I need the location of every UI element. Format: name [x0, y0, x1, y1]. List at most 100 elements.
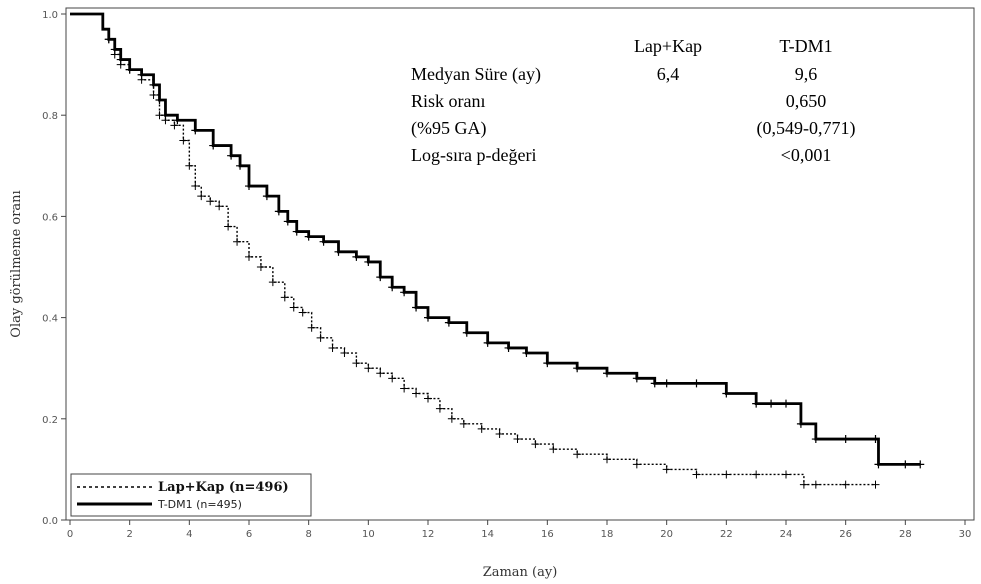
censor-mark — [352, 252, 361, 261]
stats-row-tdm1-value: 9,6 — [795, 64, 818, 84]
censor-mark — [227, 151, 236, 160]
stats-header-lapkap: Lap+Kap — [634, 36, 702, 56]
censor-mark — [125, 65, 134, 74]
censor-mark — [173, 116, 182, 125]
censor-mark — [412, 303, 421, 312]
censor-mark — [462, 328, 471, 337]
x-tick-label: 24 — [780, 529, 793, 540]
x-tick-label: 22 — [720, 529, 733, 540]
censor-mark — [155, 96, 164, 105]
censor-mark — [116, 55, 125, 64]
censor-mark — [224, 222, 233, 231]
x-tick-label: 0 — [67, 529, 73, 540]
censor-mark — [274, 207, 283, 216]
x-tick-label: 6 — [246, 529, 252, 540]
censor-mark — [543, 359, 552, 368]
legend: Lap+Kap (n=496) T-DM1 (n=495) — [70, 473, 312, 517]
censor-mark — [662, 465, 671, 474]
censor-mark — [209, 141, 218, 150]
x-tick-label: 8 — [305, 529, 311, 540]
lapkap-censor-marks — [104, 35, 880, 489]
censor-mark — [185, 161, 194, 170]
censor-mark — [871, 435, 880, 444]
censor-mark — [662, 379, 671, 388]
x-tick-label: 20 — [660, 529, 673, 540]
censor-mark — [376, 369, 385, 378]
censor-mark — [722, 389, 731, 398]
y-tick-label: 0.4 — [42, 314, 58, 325]
censor-mark — [388, 374, 397, 383]
censor-mark — [603, 369, 611, 378]
censor-mark — [179, 136, 188, 145]
censor-mark — [692, 379, 701, 388]
censor-mark — [316, 333, 325, 342]
censor-mark — [197, 192, 206, 201]
censor-mark — [901, 460, 910, 469]
censor-mark — [256, 263, 265, 271]
x-tick-label: 2 — [126, 529, 132, 540]
censor-mark — [752, 399, 761, 408]
censor-mark — [632, 374, 641, 383]
y-axis-title: Olay görülmeme oranı — [9, 190, 24, 337]
censor-mark — [603, 455, 611, 464]
censor-mark — [650, 379, 659, 388]
censor-mark — [262, 192, 271, 201]
x-tick-label: 14 — [481, 529, 494, 540]
x-tick-label: 28 — [899, 529, 912, 540]
censor-mark — [573, 450, 582, 459]
censor-mark — [245, 252, 253, 261]
censor-mark — [340, 349, 349, 358]
censor-mark — [692, 470, 701, 479]
censor-mark — [206, 197, 215, 206]
censor-mark — [307, 323, 316, 332]
censor-mark — [161, 111, 170, 120]
stats-row-tdm1-value: (0,549-0,771) — [757, 118, 856, 139]
censor-mark — [137, 70, 146, 79]
censor-mark — [483, 338, 492, 347]
censor-mark — [871, 480, 880, 489]
stats-row-label: (%95 GA) — [411, 118, 486, 139]
x-tick-label: 30 — [959, 529, 972, 540]
censor-mark — [104, 35, 113, 44]
censor-mark — [782, 399, 790, 408]
legend-label-tdm1: T-DM1 (n=495) — [157, 498, 242, 511]
censor-mark — [289, 303, 298, 312]
censor-mark — [292, 227, 301, 236]
x-tick-label: 12 — [422, 529, 435, 540]
censor-mark — [304, 232, 313, 241]
censor-mark — [549, 445, 558, 454]
plot-frame — [65, 7, 975, 521]
censor-mark — [811, 435, 820, 444]
censor-mark — [364, 364, 373, 373]
stats-header-tdm1: T-DM1 — [779, 36, 832, 56]
censor-mark — [245, 182, 253, 191]
censor-mark — [531, 440, 540, 449]
censor-mark — [573, 364, 582, 373]
censor-mark — [319, 237, 328, 246]
y-tick-label: 0.6 — [42, 212, 58, 223]
stats-row-label: Risk oranı — [411, 91, 486, 111]
censor-mark — [149, 80, 158, 89]
censor-mark — [522, 349, 531, 358]
censor-mark — [170, 121, 179, 130]
stats-table: Lap+Kap T-DM1 Medyan Süre (ay) 6,4 9,6 R… — [411, 36, 855, 165]
tdm1-censor-marks — [104, 35, 925, 469]
stats-row-label: Medyan Süre (ay) — [411, 64, 541, 85]
y-tick-label: 1.0 — [42, 10, 58, 21]
censor-mark — [236, 161, 245, 170]
lapkap-curve — [70, 13, 876, 486]
censor-mark — [388, 283, 397, 292]
stats-row-tdm1-value: 0,650 — [786, 91, 827, 111]
censor-mark — [328, 343, 337, 352]
x-tick-label: 26 — [839, 529, 852, 540]
legend-label-lapkap: Lap+Kap (n=496) — [158, 480, 289, 495]
censor-mark — [722, 470, 731, 479]
censor-mark — [233, 237, 242, 246]
censor-mark — [841, 435, 850, 444]
x-tick-label: 18 — [601, 529, 614, 540]
censor-mark — [283, 217, 292, 226]
censor-mark — [632, 460, 641, 469]
censor-mark — [280, 293, 289, 302]
stats-row-tdm1-value: <0,001 — [781, 145, 832, 165]
